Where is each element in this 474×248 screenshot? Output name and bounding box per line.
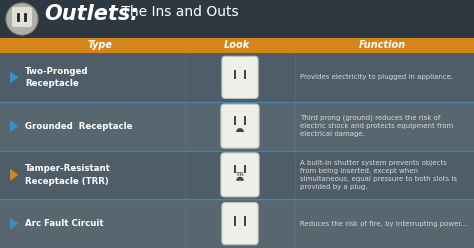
FancyBboxPatch shape (244, 116, 246, 125)
Text: Arc Fault Circuit: Arc Fault Circuit (25, 219, 104, 228)
Wedge shape (236, 177, 244, 181)
FancyBboxPatch shape (222, 203, 258, 245)
FancyBboxPatch shape (221, 153, 259, 197)
FancyBboxPatch shape (234, 216, 237, 226)
Text: Reduces the risk of fire, by interrupting power...: Reduces the risk of fire, by interruptin… (300, 221, 467, 227)
FancyBboxPatch shape (244, 70, 246, 79)
Circle shape (6, 3, 38, 35)
Polygon shape (0, 38, 474, 53)
FancyBboxPatch shape (222, 56, 258, 98)
Text: Tamper-Resistant
Receptacle (TRR): Tamper-Resistant Receptacle (TRR) (25, 164, 111, 186)
Text: Two-Pronged
Receptacle: Two-Pronged Receptacle (25, 67, 89, 88)
Text: A built-in shutter system prevents objects
from being inserted, except when
simu: A built-in shutter system prevents objec… (300, 160, 457, 190)
Polygon shape (0, 151, 474, 199)
Text: Third prong (ground) reduces the risk of
electric shock and protects equipment f: Third prong (ground) reduces the risk of… (300, 115, 453, 137)
Text: Look: Look (224, 40, 250, 51)
FancyBboxPatch shape (234, 70, 237, 79)
Polygon shape (10, 120, 18, 132)
Text: Provides electricity to plugged in appliance.: Provides electricity to plugged in appli… (300, 74, 453, 80)
Polygon shape (10, 169, 18, 181)
Text: Grounded  Receptacle: Grounded Receptacle (25, 122, 133, 131)
FancyBboxPatch shape (244, 165, 246, 173)
FancyBboxPatch shape (234, 116, 237, 125)
FancyBboxPatch shape (221, 104, 259, 148)
Polygon shape (0, 53, 474, 102)
Text: Type: Type (88, 40, 112, 51)
FancyBboxPatch shape (12, 7, 32, 27)
Text: The Ins and Outs: The Ins and Outs (117, 5, 238, 19)
FancyBboxPatch shape (244, 216, 246, 226)
Text: TR: TR (236, 172, 245, 177)
Polygon shape (0, 102, 474, 151)
Polygon shape (10, 71, 18, 83)
Polygon shape (0, 0, 474, 38)
Wedge shape (236, 128, 244, 132)
Polygon shape (0, 199, 474, 248)
Polygon shape (10, 218, 18, 230)
Text: Outlets:: Outlets: (44, 4, 138, 24)
Text: Function: Function (358, 40, 406, 51)
FancyBboxPatch shape (234, 165, 237, 173)
